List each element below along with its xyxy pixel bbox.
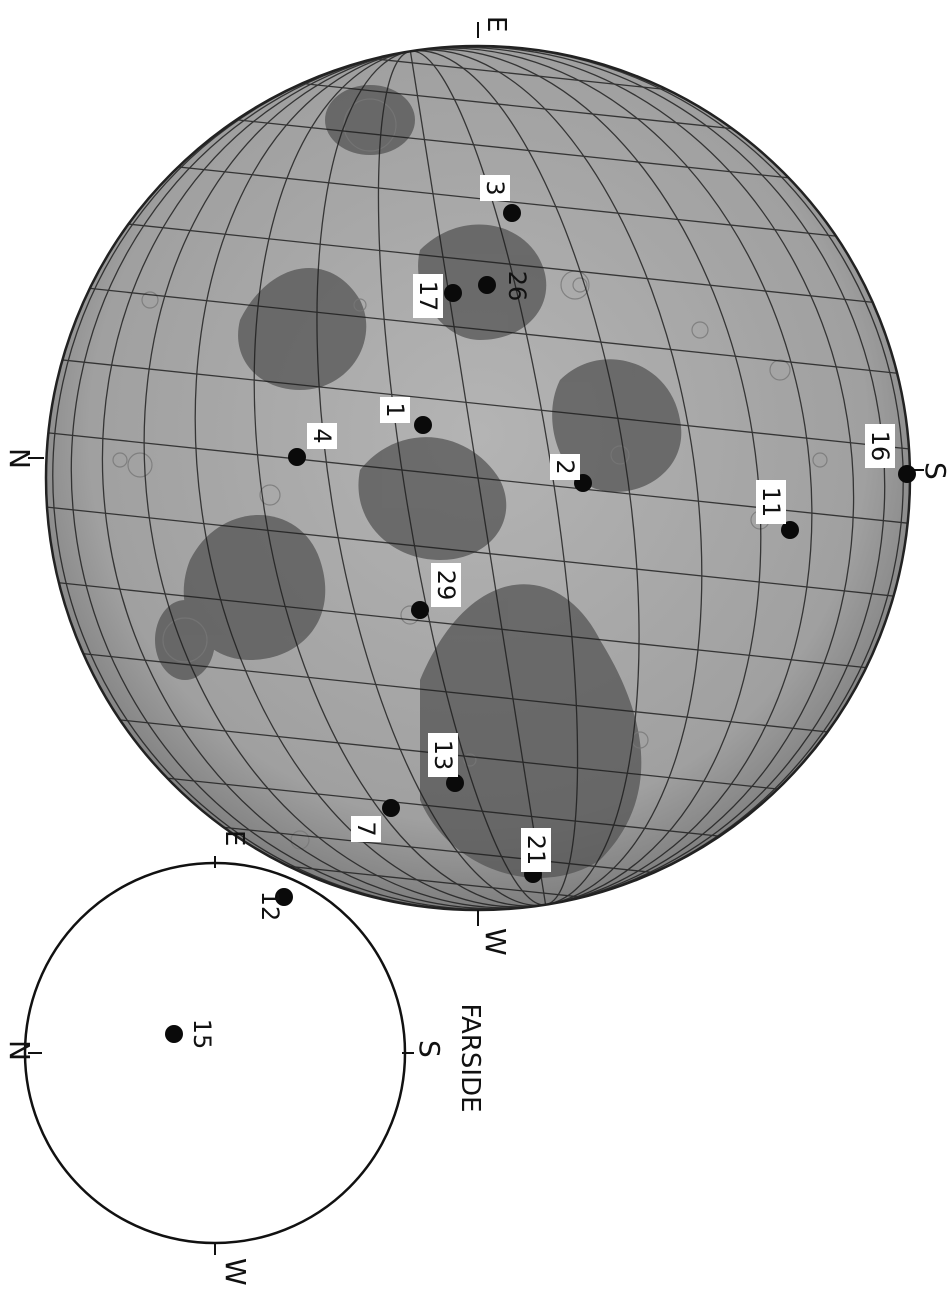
nearside-west-label: W [479,928,512,956]
site-17-marker[interactable] [444,284,462,302]
site-13-marker[interactable] [446,774,464,792]
site-21-label: 21 [522,835,550,866]
site-29-label: 29 [432,570,460,601]
site-16-marker[interactable] [898,465,916,483]
site-13-label: 13 [429,740,457,771]
farside-title: FARSIDE [455,1003,485,1112]
mare-regions [155,85,682,878]
crater-texture [112,98,828,850]
farside-north-label: N [3,1040,36,1061]
nearside-globe: E N S W 1 2 [3,16,951,956]
site-7-label: 7 [352,821,380,836]
farside-direction-marks [28,856,414,1255]
site-3-marker[interactable] [503,204,521,222]
site-1-marker[interactable] [414,416,432,434]
farside-south-label: S [413,1040,446,1058]
site-3-label: 3 [481,180,509,195]
site-26-marker[interactable] [478,276,496,294]
site-12-marker[interactable] [275,888,293,906]
farside-inset: E N S W 12 15 FARSIDE [3,830,485,1286]
site-2-label: 2 [551,459,579,474]
farside-disk [23,861,407,1245]
site-11-label: 11 [757,487,785,518]
farside-west-label: W [219,1258,252,1286]
site-17-label: 17 [414,281,442,312]
site-7-marker[interactable] [382,799,400,817]
site-4-marker[interactable] [288,448,306,466]
site-29-marker[interactable] [411,601,429,619]
farside-east-label: E [219,830,249,846]
site-15-label: 15 [188,1019,216,1050]
site-16-label: 16 [866,431,894,462]
site-26-label: 26 [503,271,531,302]
site-15-marker[interactable] [165,1025,183,1043]
site-1-label: 1 [381,402,409,417]
site-12-label: 12 [256,891,284,922]
nearside-north-label: N [3,448,36,469]
site-11-marker[interactable] [781,521,799,539]
nearside-site-labels: 1 2 3 4 7 11 1 [307,175,895,872]
nearside-east-label: E [481,16,511,32]
site-4-label: 4 [308,428,336,443]
nearside-south-label: S [919,462,951,480]
